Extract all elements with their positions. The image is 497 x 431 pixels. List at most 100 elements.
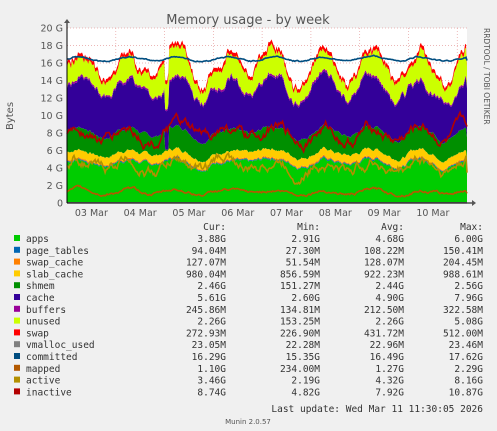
legend-avg-apps: 4.68G [375,234,404,245]
line-committed [66,54,468,63]
legend-max-slab_cache: 988.61M [443,269,483,280]
legend-max-active: 8.16G [454,376,483,387]
last-update: Last update: Wed Mar 11 11:30:05 2026 [271,404,483,415]
plot-layers [66,39,468,204]
area-slab_cache [67,146,467,171]
x-tick-label: 05 Mar [172,208,205,219]
legend-max-swap_cache: 204.45M [443,258,483,269]
legend-avg-buffers: 212.50M [364,305,404,316]
legend-name-slab_cache: slab_cache [26,269,83,280]
legend-cur-committed: 16.29G [192,352,227,363]
legend-max-cache: 7.96G [454,293,483,304]
x-tick-label: 06 Mar [221,208,254,219]
legend-name-unused: unused [26,317,60,328]
legend-max-mapped: 2.29G [454,364,483,375]
legend-name-shmem: shmem [26,281,55,292]
legend-min-buffers: 134.81M [280,305,320,316]
legend-cur-cache: 5.61G [197,293,226,304]
legend-avg-slab_cache: 922.23M [364,269,404,280]
y-tick-label: 4 G [47,164,63,175]
legend-avg-active: 4.32G [375,376,404,387]
legend-cur-page_tables: 94.04M [192,246,227,257]
legend-cur-apps: 3.88G [197,234,226,245]
legend-swatch-unused [14,317,20,324]
legend-cur-slab_cache: 980.04M [186,269,226,280]
legend-min-mapped: 234.00M [280,364,320,375]
legend-header-avg: Avg: [381,222,404,233]
legend-min-inactive: 4.82G [291,387,320,398]
legend-cur-mapped: 1.10G [197,364,226,375]
legend-min-unused: 153.25M [280,317,320,328]
legend-avg-mapped: 1.27G [375,364,404,375]
legend-min-swap: 226.90M [280,328,320,339]
legend-header-min: Min: [297,222,320,233]
y-tick-label: 20 G [41,24,63,35]
legend-swatch-mapped [14,364,20,371]
x-tick-label: 04 Mar [124,208,157,219]
legend-swatch-vmalloc_used [14,341,20,348]
legend-swatch-inactive [14,388,20,395]
legend-swatch-active [14,376,20,383]
legend-header-max: Max: [460,222,483,233]
munin-footer: Munin 2.0.57 [225,418,271,426]
legend-cur-shmem: 2.46G [197,281,226,292]
legend-min-vmalloc_used: 22.28M [286,340,321,351]
legend-name-swap_cache: swap_cache [26,258,83,269]
legend-swatch-committed [14,353,20,359]
legend-min-committed: 15.35G [286,352,321,363]
legend-cur-inactive: 8.74G [197,387,226,398]
line-active [66,151,468,186]
legend-name-active: active [26,376,61,387]
y-tick-label: 2 G [47,181,63,192]
legend-max-apps: 6.00G [454,234,483,245]
y-tick-label: 0 [57,199,63,210]
legend-avg-shmem: 2.44G [375,281,404,292]
line-mapped [66,184,468,198]
legend-max-unused: 5.08G [454,317,483,328]
legend-max-vmalloc_used: 23.46M [449,340,484,351]
legend-swatch-page_tables [14,246,20,253]
chart-title: Memory usage - by week [166,13,330,28]
legend-name-apps: apps [26,234,49,245]
legend-max-buffers: 322.58M [443,305,483,316]
legend-name-buffers: buffers [26,305,66,316]
legend-swatch-swap_cache [14,258,20,265]
side-label: RRDTOOL / TOBI OETIKER [482,28,491,125]
legend-min-page_tables: 27.30M [286,246,321,257]
area-unused [67,43,467,110]
legend-avg-vmalloc_used: 22.96M [370,340,405,351]
legend-name-vmalloc_used: vmalloc_used [26,340,95,351]
area-swap_cache [67,154,467,172]
legend-min-swap_cache: 51.54M [286,258,321,269]
legend-name-swap: swap [26,328,49,339]
x-tick-label: 10 Mar [416,208,449,219]
legend-cur-vmalloc_used: 23.05M [192,340,227,351]
legend-min-apps: 2.91G [291,234,320,245]
x-tick-label: 07 Mar [270,208,303,219]
x-tick-label: 03 Mar [75,208,108,219]
y-tick-label: 10 G [41,111,63,122]
legend-avg-swap: 431.72M [364,328,404,339]
legend-max-shmem: 2.56G [454,281,483,292]
legend-swatch-swap [14,329,20,336]
y-tick-label: 18 G [41,41,63,52]
legend-avg-page_tables: 108.22M [364,246,404,257]
area-buffers [67,68,467,112]
y-axis-label: Bytes [5,102,16,130]
legend-min-shmem: 151.27M [280,281,320,292]
legend-swatch-slab_cache [14,270,20,277]
line-inactive [66,110,468,154]
y-tick-label: 16 G [41,59,63,70]
legend-max-inactive: 10.87G [449,387,484,398]
legend-cur-active: 3.46G [197,376,226,387]
x-tick-label: 09 Mar [368,208,401,219]
legend-cur-swap_cache: 127.07M [186,258,226,269]
area-shmem [67,124,467,163]
legend-max-swap: 512.00M [443,328,483,339]
legend-swatch-apps [14,235,20,241]
legend-max-page_tables: 150.41M [443,246,483,257]
legend-avg-swap_cache: 128.07M [364,258,404,269]
legend-max-committed: 17.62G [449,352,484,363]
legend-min-active: 2.19G [291,376,320,387]
legend-cur-swap: 272.93M [186,328,226,339]
